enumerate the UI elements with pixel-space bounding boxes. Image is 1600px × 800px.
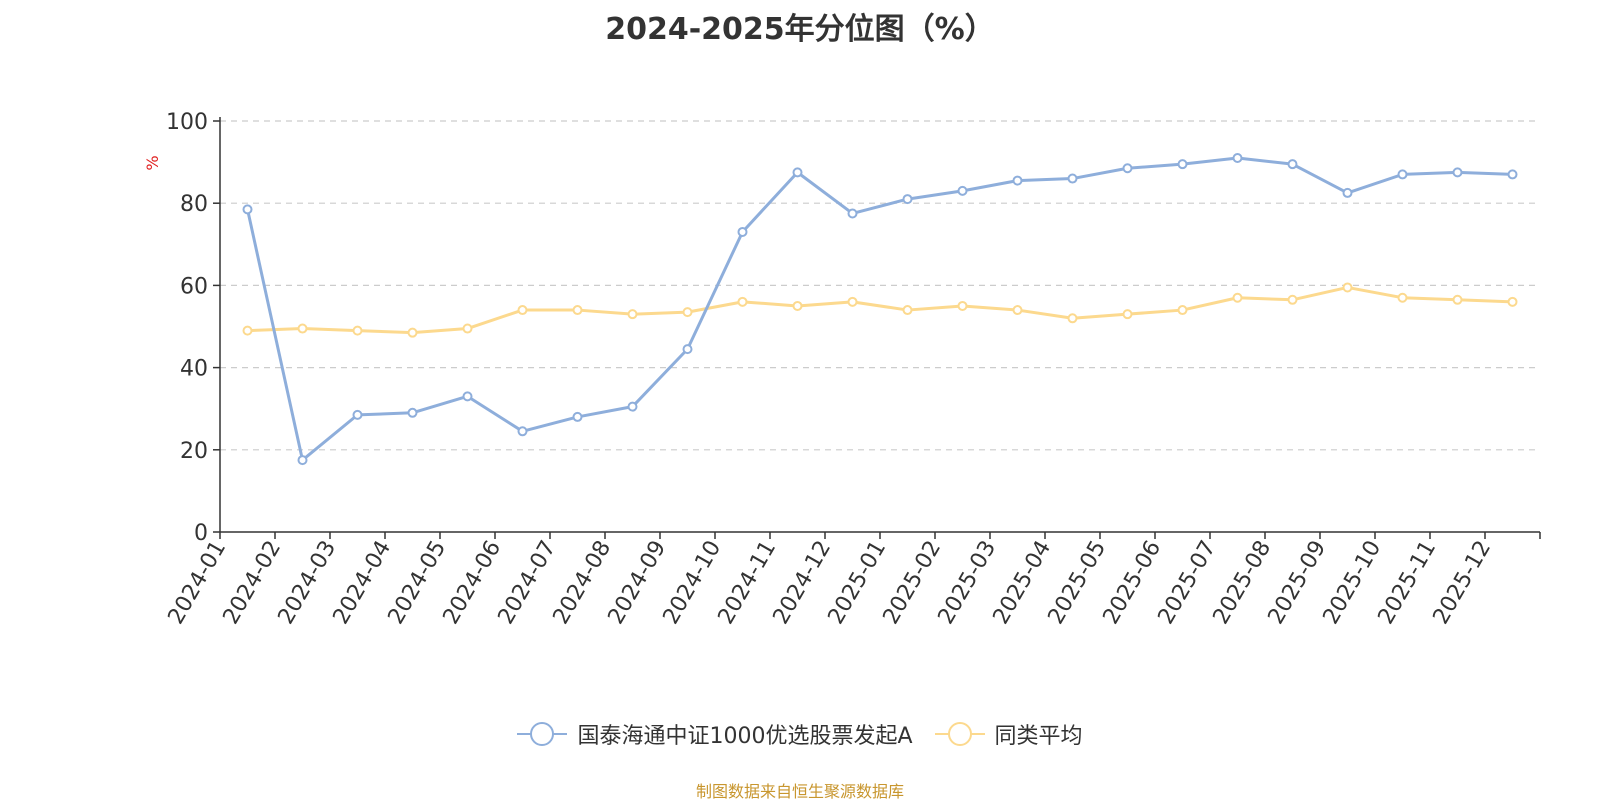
data-point [572, 305, 583, 316]
data-point [902, 194, 913, 205]
y-tick-label: 100 [166, 110, 208, 135]
data-point [627, 309, 638, 320]
data-point [1232, 292, 1243, 303]
grid-lines [220, 120, 1540, 451]
data-point [407, 407, 418, 418]
data-point [682, 307, 693, 318]
y-tick-label: 0 [194, 521, 208, 546]
data-point [297, 455, 308, 466]
data-point [407, 327, 418, 338]
legend-marker-icon [934, 722, 985, 746]
data-point [352, 409, 363, 420]
series-lines [242, 152, 1518, 466]
data-point [1397, 169, 1408, 180]
data-point [1452, 167, 1463, 178]
data-point [1067, 313, 1078, 324]
legend-item-average[interactable]: 同类平均 [934, 718, 1083, 750]
legend-marker-icon [517, 722, 568, 746]
legend: 国泰海通中证1000优选股票发起A 同类平均 [0, 718, 1600, 750]
data-point [957, 185, 968, 196]
data-point [792, 300, 803, 311]
data-point [572, 411, 583, 422]
data-point [242, 204, 253, 215]
data-point [902, 305, 913, 316]
data-point [847, 208, 858, 219]
y-tick-label: 40 [180, 357, 208, 382]
legend-label-average: 同类平均 [994, 724, 1083, 749]
data-point [1342, 187, 1353, 198]
data-point [1507, 169, 1518, 180]
y-tick-label: 60 [180, 274, 208, 299]
data-point [957, 300, 968, 311]
data-point [1122, 163, 1133, 174]
legend-label-fund: 国泰海通中证1000优选股票发起A [577, 724, 913, 749]
data-point [627, 401, 638, 412]
data-point [352, 325, 363, 336]
legend-item-fund[interactable]: 国泰海通中证1000优选股票发起A [517, 718, 913, 750]
data-point [1012, 305, 1023, 316]
data-point [462, 323, 473, 334]
data-point [847, 296, 858, 307]
data-point [792, 167, 803, 178]
data-point [737, 296, 748, 307]
axes: 0204060801002024-012024-022024-032024-04… [164, 110, 1541, 629]
data-point [1342, 282, 1353, 293]
data-point [1177, 305, 1188, 316]
series-line-0 [246, 156, 1514, 462]
data-point [1012, 175, 1023, 186]
series-line-1 [246, 285, 1514, 335]
data-point [462, 391, 473, 402]
data-point [1287, 294, 1298, 305]
data-point [242, 325, 253, 336]
data-point [1452, 294, 1463, 305]
data-point [1287, 159, 1298, 170]
data-point [1177, 159, 1188, 170]
data-point [1122, 309, 1133, 320]
data-point [1397, 292, 1408, 303]
data-point [1067, 173, 1078, 184]
chart-title: 2024-2025年分位图（%） [605, 12, 995, 47]
data-point [297, 323, 308, 334]
data-point [517, 305, 528, 316]
data-point [1507, 296, 1518, 307]
data-source-note: 制图数据来自恒生聚源数据库 [695, 782, 904, 800]
data-point [1232, 152, 1243, 163]
data-point [517, 426, 528, 437]
y-tick-label: 80 [180, 192, 208, 217]
data-point [682, 344, 693, 355]
data-point [737, 226, 748, 237]
y-axis-label: % [143, 155, 162, 170]
y-tick-label: 20 [180, 439, 208, 464]
